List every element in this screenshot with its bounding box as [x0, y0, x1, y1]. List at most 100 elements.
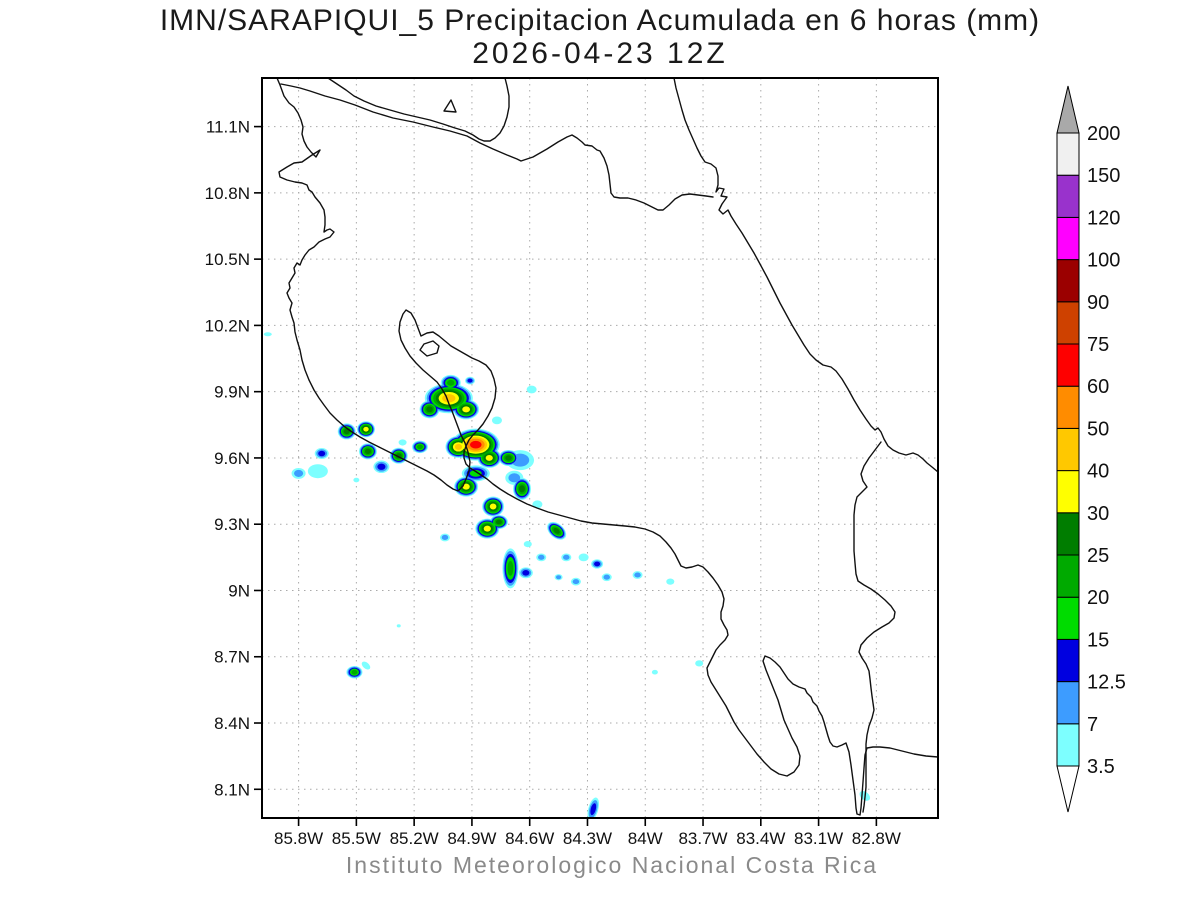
colorbar-label: 7 [1087, 714, 1098, 736]
precip-cell-ring [485, 454, 493, 461]
precip-cell-ring [363, 426, 369, 432]
axis-ticks-and-labels: 85.8W 85.5W 85.2W 84.9W 84.6W 84.3W 84W 83.7W 83… [205, 118, 901, 848]
precip-cell-ring [441, 534, 449, 541]
precip-cell-ring [495, 519, 502, 525]
precip-cell-ring [351, 669, 358, 675]
precip-cell-ring [555, 575, 562, 580]
precip-cell-ring [364, 448, 371, 454]
colorbar-segment [1056, 470, 1080, 514]
x-axis-label: 83.1W [794, 829, 843, 848]
precip-cell-ring [353, 477, 360, 483]
chart-subtitle: 2026-04-23 12Z [472, 37, 728, 70]
precip-cell-ring [603, 574, 610, 580]
colorbar-label: 30 [1087, 503, 1109, 525]
precip-cell-ring [467, 378, 473, 383]
y-axis-label: 11.1N [206, 118, 250, 137]
precip-cell-ring [263, 332, 272, 337]
colorbar-segment [1056, 427, 1080, 472]
precip-cell-ring [538, 554, 545, 560]
precip-cell-ring [505, 455, 512, 461]
x-axis-label: 83.4W [736, 829, 785, 848]
colorbar-segment [1056, 596, 1080, 640]
colorbar-label: 50 [1087, 418, 1109, 440]
precip-cell-ring [454, 443, 463, 450]
precip-cell-ring [523, 540, 532, 548]
colorbar-segment [1056, 681, 1080, 725]
precip-cell-ring [532, 500, 543, 509]
precip-cell-ring [695, 660, 704, 667]
precip-cell-ring [651, 669, 658, 675]
y-axis-label: 8.7N [214, 648, 250, 667]
precip-cell-ring [447, 379, 455, 386]
precip-cell-ring [572, 579, 580, 585]
precip-cell-ring [507, 561, 514, 576]
x-axis-label: 85.5W [332, 829, 381, 848]
precip-cell-ring [491, 416, 502, 425]
colorbar-label: 12.5 [1087, 672, 1126, 694]
x-axis-label: 85.8W [274, 829, 323, 848]
precip-cell-ring [483, 525, 491, 532]
precip-cell-ring [442, 394, 456, 403]
colorbar-segment [1056, 174, 1080, 218]
panama-border-line [853, 441, 896, 813]
colorbar-label: 120 [1087, 207, 1120, 229]
y-axis-label: 10.2N [205, 316, 250, 335]
precip-cell-ring [590, 803, 597, 816]
y-axis-label: 8.1N [214, 780, 250, 799]
colorbar-segment [1056, 132, 1080, 176]
precip-cell-ring [594, 561, 601, 567]
chart-title: IMN/SARAPIQUI_5 Precipitacion Acumulada … [159, 4, 1041, 37]
chira-island [419, 340, 440, 357]
precip-cell-ring [563, 554, 570, 560]
precip-cell-ring [666, 578, 675, 585]
precip-cell-ring [634, 572, 641, 578]
x-axis-label: 82.8W [852, 829, 901, 848]
precip-cell-ring [361, 661, 371, 670]
colorbar-label: 200 [1087, 123, 1120, 145]
precip-cell-ring [470, 440, 482, 449]
y-axis-label: 10.8N [205, 184, 250, 203]
precip-cell-ring [522, 570, 530, 576]
precip-cell-ring [489, 503, 497, 510]
precip-cell-ring [398, 439, 407, 446]
colorbar-segment [1056, 216, 1080, 261]
colorbar-label: 100 [1087, 250, 1120, 272]
x-axis-label: 84.3W [563, 829, 612, 848]
precip-cell-ring [469, 470, 482, 477]
precip-cell-ring [526, 385, 537, 394]
precip-cell-ring [553, 527, 560, 534]
lake-island [443, 99, 457, 113]
precip-cell-ring [519, 485, 525, 493]
pacific-coastline [276, 78, 938, 816]
colorbar-segment [1056, 554, 1080, 598]
colorbar-segment [1056, 638, 1080, 683]
colorbar-label: 20 [1087, 587, 1109, 609]
colorbar-segment [1056, 301, 1080, 345]
lake-nicaragua-shore [327, 78, 510, 142]
precip-cell-ring [416, 444, 423, 450]
precip-cell-ring [307, 464, 328, 479]
colorbar-under-arrow [1056, 765, 1080, 813]
colorbar-over-arrow [1056, 85, 1080, 134]
colorbar-label: 150 [1087, 165, 1120, 187]
y-axis-label: 8.4N [214, 714, 250, 733]
y-axis-label: 10.5N [205, 250, 250, 269]
precip-cell-ring [462, 483, 470, 490]
precip-cell-ring [396, 624, 401, 628]
precip-cell-ring [508, 473, 521, 483]
nicaragua-border-line [280, 83, 714, 211]
caribbean-coastline [673, 78, 938, 473]
precip-cell-ring [377, 463, 386, 470]
colorbar-segment [1056, 343, 1080, 387]
precip-cell-ring [294, 469, 304, 477]
precip-cell-ring [426, 406, 433, 413]
colorbar-segment [1056, 385, 1080, 429]
precip-cell-ring [578, 553, 589, 562]
x-axis-label: 84.6W [505, 829, 554, 848]
colorbar-label: 90 [1087, 292, 1109, 314]
y-axis-label: 9.9N [214, 383, 250, 402]
footer-credit: Instituto Meteorologico Nacional Costa R… [345, 852, 879, 878]
coastline-group [276, 78, 938, 816]
map-frame [261, 77, 939, 819]
